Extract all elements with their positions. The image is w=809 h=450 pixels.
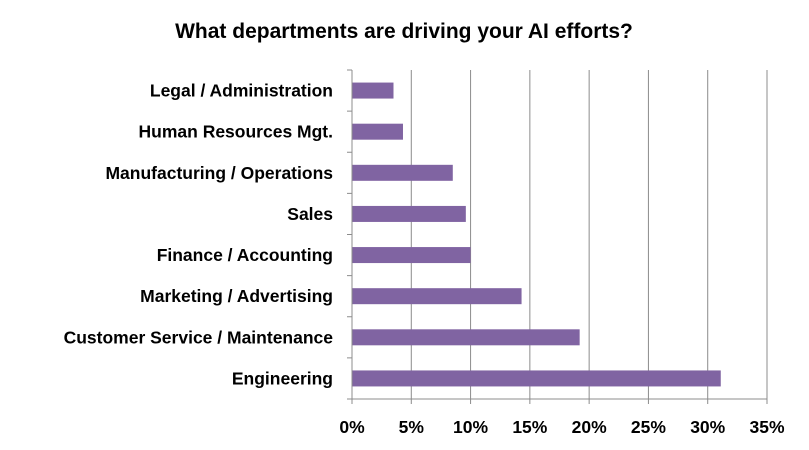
x-tick-label: 25%: [631, 417, 666, 437]
x-tick-label: 20%: [572, 417, 607, 437]
axes: [347, 69, 768, 404]
x-tick-labels: 0% 5% 10% 15% 20% 25% 30% 35%: [339, 417, 785, 437]
x-tick-label: 30%: [690, 417, 725, 437]
bar: [352, 288, 522, 305]
category-label: Manufacturing / Operations: [105, 163, 333, 183]
bars: [352, 82, 721, 387]
category-label: Marketing / Advertising: [140, 286, 333, 306]
x-tick-label: 15%: [512, 417, 547, 437]
bar: [352, 247, 471, 264]
x-tick-label: 10%: [453, 417, 488, 437]
x-tick-label: 5%: [399, 417, 425, 437]
bar: [352, 164, 453, 181]
bar: [352, 123, 403, 140]
category-label: Legal / Administration: [150, 81, 333, 101]
x-tick-label: 0%: [339, 417, 365, 437]
category-label: Customer Service / Maintenance: [64, 327, 334, 347]
category-label: Human Resources Mgt.: [139, 122, 333, 142]
x-tick-label: 35%: [749, 417, 784, 437]
category-labels: Legal / Administration Human Resources Mg…: [64, 81, 334, 389]
bar: [352, 329, 580, 346]
gridlines: [410, 70, 768, 399]
category-label: Engineering: [232, 368, 333, 388]
bar: [352, 82, 394, 99]
chart-title: What departments are driving your AI eff…: [175, 20, 633, 43]
category-label: Sales: [287, 204, 333, 224]
category-label: Finance / Accounting: [157, 245, 333, 265]
bar: [352, 205, 466, 222]
bar: [352, 370, 721, 387]
